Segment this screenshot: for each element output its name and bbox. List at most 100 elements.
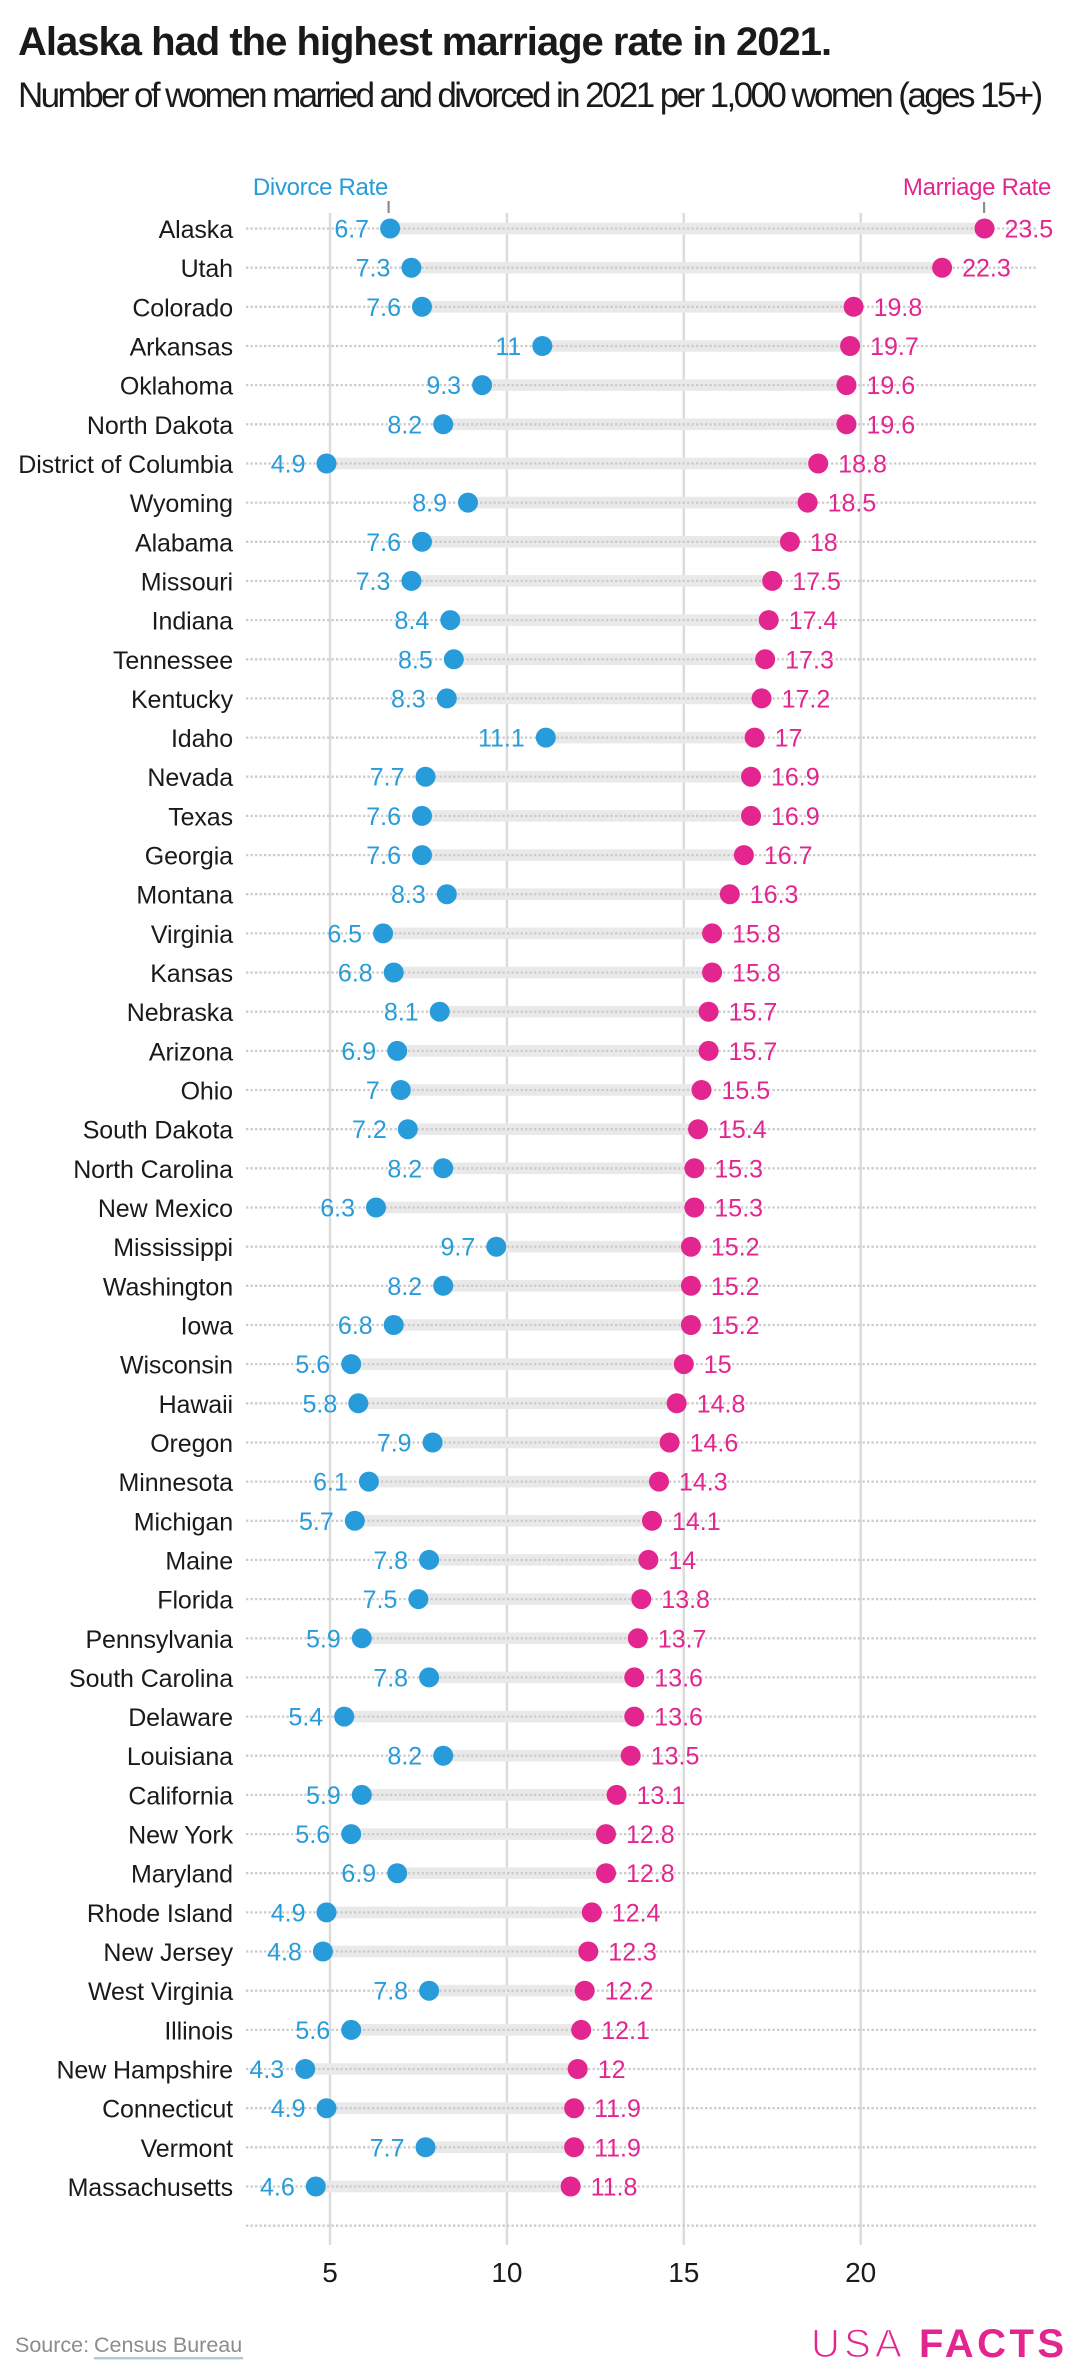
svg-text:16.7: 16.7	[764, 842, 813, 870]
svg-text:12.3: 12.3	[608, 1939, 657, 1967]
svg-text:California: California	[128, 1782, 233, 1810]
svg-text:15.7: 15.7	[729, 1038, 778, 1066]
svg-text:Marriage Rate: Marriage Rate	[903, 174, 1051, 201]
svg-text:15: 15	[704, 1351, 732, 1379]
svg-text:5.6: 5.6	[295, 1821, 330, 1849]
svg-text:17.4: 17.4	[789, 607, 838, 635]
svg-text:8.5: 8.5	[398, 646, 433, 674]
svg-text:7.8: 7.8	[373, 1978, 408, 2006]
svg-text:13.8: 13.8	[661, 1586, 710, 1614]
svg-text:New Mexico: New Mexico	[98, 1195, 233, 1223]
svg-text:Virginia: Virginia	[151, 921, 233, 949]
svg-text:Illinois: Illinois	[164, 2017, 233, 2045]
svg-text:Florida: Florida	[157, 1587, 233, 1615]
svg-text:District of Columbia: District of Columbia	[18, 451, 233, 479]
svg-text:15.7: 15.7	[729, 999, 778, 1027]
svg-text:Missouri: Missouri	[141, 568, 233, 596]
svg-text:FACTS: FACTS	[919, 2322, 1068, 2366]
svg-text:Massachusetts: Massachusetts	[68, 2174, 233, 2202]
svg-text:12: 12	[598, 2056, 626, 2084]
svg-text:6.7: 6.7	[334, 216, 369, 244]
svg-text:7.3: 7.3	[356, 255, 391, 283]
svg-text:7.6: 7.6	[366, 803, 401, 831]
svg-text:22.3: 22.3	[962, 255, 1011, 283]
svg-text:10: 10	[491, 2257, 522, 2288]
svg-text:8.1: 8.1	[384, 999, 419, 1027]
svg-text:11.1: 11.1	[478, 725, 525, 753]
svg-text:Source:: Source:	[15, 2333, 89, 2357]
svg-text:7.8: 7.8	[373, 1547, 408, 1575]
svg-text:Tennessee: Tennessee	[113, 647, 233, 675]
svg-text:6.3: 6.3	[320, 1195, 355, 1223]
svg-text:Nevada: Nevada	[147, 764, 233, 792]
svg-text:West Virginia: West Virginia	[88, 1978, 233, 2006]
svg-text:14.8: 14.8	[697, 1390, 746, 1418]
svg-text:Arkansas: Arkansas	[130, 334, 233, 362]
svg-text:8.3: 8.3	[391, 881, 426, 909]
svg-text:23.5: 23.5	[1005, 216, 1054, 244]
svg-text:9.3: 9.3	[426, 372, 461, 400]
svg-text:14.6: 14.6	[690, 1430, 739, 1458]
svg-text:7.2: 7.2	[352, 1116, 387, 1144]
svg-text:North Carolina: North Carolina	[73, 1156, 233, 1184]
svg-text:Montana: Montana	[136, 882, 233, 910]
svg-text:7.9: 7.9	[377, 1430, 412, 1458]
svg-text:12.2: 12.2	[605, 1978, 654, 2006]
svg-text:Wisconsin: Wisconsin	[120, 1352, 233, 1380]
svg-text:5.9: 5.9	[306, 1625, 341, 1653]
svg-text:13.6: 13.6	[654, 1664, 703, 1692]
svg-text:7.5: 7.5	[363, 1586, 398, 1614]
svg-text:14.3: 14.3	[679, 1469, 728, 1497]
svg-text:11: 11	[495, 333, 521, 361]
svg-text:Ohio: Ohio	[181, 1078, 233, 1106]
svg-text:15.2: 15.2	[711, 1312, 760, 1340]
svg-text:7.7: 7.7	[370, 764, 405, 792]
svg-text:5.6: 5.6	[295, 1351, 330, 1379]
svg-text:Alaska: Alaska	[159, 216, 234, 244]
svg-text:7.6: 7.6	[366, 842, 401, 870]
svg-text:13.1: 13.1	[637, 1782, 686, 1810]
svg-text:8.2: 8.2	[387, 1273, 422, 1301]
svg-text:4.6: 4.6	[260, 2174, 295, 2202]
svg-text:Rhode Island: Rhode Island	[87, 1900, 233, 1928]
svg-text:Utah: Utah	[181, 255, 233, 283]
svg-text:USA: USA	[811, 2322, 906, 2366]
svg-text:8.2: 8.2	[387, 1743, 422, 1771]
svg-text:19.6: 19.6	[867, 411, 916, 439]
svg-text:Maine: Maine	[165, 1547, 233, 1575]
svg-text:4.8: 4.8	[267, 1939, 302, 1967]
svg-text:Nebraska: Nebraska	[127, 999, 233, 1027]
svg-text:9.7: 9.7	[441, 1234, 476, 1262]
svg-text:6.5: 6.5	[327, 920, 362, 948]
svg-text:Mississippi: Mississippi	[113, 1234, 233, 1262]
svg-text:5.4: 5.4	[288, 1704, 323, 1732]
svg-text:Divorce Rate: Divorce Rate	[253, 174, 388, 201]
svg-text:South Carolina: South Carolina	[69, 1665, 233, 1693]
svg-text:Indiana: Indiana	[152, 608, 234, 636]
svg-text:Pennsylvania: Pennsylvania	[85, 1626, 233, 1654]
svg-text:Kansas: Kansas	[150, 960, 233, 988]
svg-text:19.7: 19.7	[870, 333, 919, 361]
svg-text:Hawaii: Hawaii	[159, 1391, 233, 1419]
svg-text:15.8: 15.8	[732, 960, 781, 988]
svg-text:16.3: 16.3	[750, 881, 799, 909]
svg-text:Kentucky: Kentucky	[131, 686, 234, 714]
svg-text:12.4: 12.4	[612, 1899, 661, 1927]
svg-text:Wyoming: Wyoming	[130, 490, 233, 518]
svg-text:16.9: 16.9	[771, 803, 820, 831]
svg-text:6.9: 6.9	[341, 1038, 376, 1066]
svg-text:16.9: 16.9	[771, 764, 820, 792]
svg-text:Minnesota: Minnesota	[119, 1469, 234, 1497]
svg-text:5.6: 5.6	[295, 2017, 330, 2045]
svg-text:19.6: 19.6	[867, 372, 916, 400]
svg-text:Georgia: Georgia	[145, 843, 233, 871]
svg-text:Michigan: Michigan	[134, 1508, 233, 1536]
svg-text:19.8: 19.8	[874, 294, 923, 322]
svg-text:8.2: 8.2	[387, 1155, 422, 1183]
svg-text:18.8: 18.8	[838, 451, 887, 479]
svg-text:5.8: 5.8	[303, 1390, 338, 1418]
svg-text:11.9: 11.9	[594, 2134, 641, 2162]
svg-text:18: 18	[810, 529, 838, 557]
svg-text:15.2: 15.2	[711, 1234, 760, 1262]
svg-text:7.6: 7.6	[366, 294, 401, 322]
